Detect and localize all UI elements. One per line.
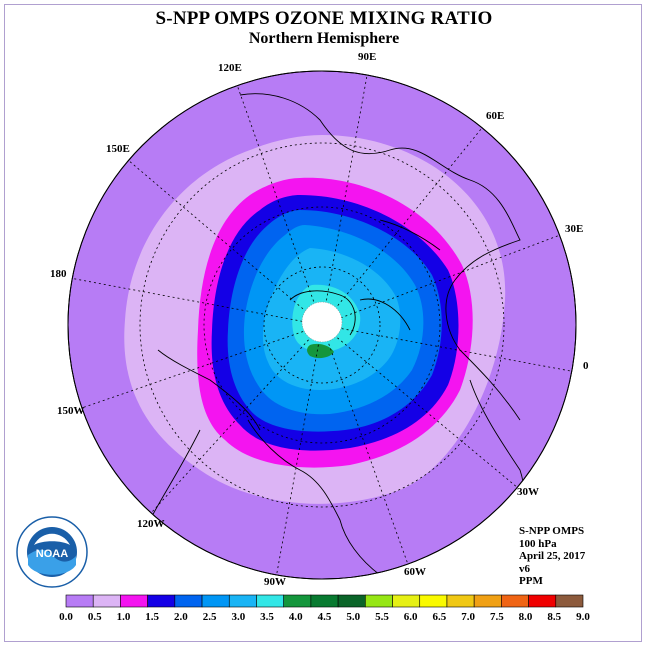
colorbar-swatch — [501, 594, 529, 608]
colorbar-tick-label: 0.0 — [59, 611, 73, 623]
lon-label-150e: 150E — [106, 143, 130, 155]
colorbar-tick-label: 9.0 — [576, 611, 590, 623]
colorbar-swatch — [310, 594, 339, 608]
colorbar — [65, 594, 584, 608]
lon-label-90e: 90E — [358, 51, 377, 63]
colorbar-tick-label: 5.5 — [375, 611, 389, 623]
lon-label-120w: 120W — [137, 518, 165, 530]
colorbar-swatch — [392, 594, 421, 608]
lon-label-180: 180 — [50, 268, 67, 280]
colorbar-tick-label: 6.0 — [403, 611, 418, 623]
colorbar-swatch — [256, 594, 284, 608]
colorbar-tick-label: 1.0 — [116, 611, 131, 623]
colorbar-swatch — [337, 594, 366, 608]
colorbar-tick-label: 3.0 — [231, 611, 246, 623]
colorbar-swatch — [555, 594, 584, 608]
info-version: v6 — [519, 562, 530, 575]
colorbar-swatch — [201, 594, 230, 608]
lon-label-60w: 60W — [404, 566, 426, 578]
map-title: S-NPP OMPS OZONE MIXING RATIO — [155, 8, 493, 29]
map-subtitle: Northern Hemisphere — [248, 30, 400, 47]
colorbar-tick-label: 7.5 — [489, 611, 504, 623]
colorbar-tick-label: 4.5 — [317, 611, 332, 623]
colorbar-swatch — [147, 594, 176, 608]
pole-no-data — [302, 302, 342, 342]
info-level: 100 hPa — [519, 537, 557, 550]
colorbar-swatch — [419, 594, 448, 608]
colorbar-swatch — [174, 594, 203, 608]
colorbar-tick-label: 2.5 — [202, 611, 217, 623]
info-block: S-NPP OMPS 100 hPa April 25, 2017 v6 PPM — [519, 525, 585, 588]
colorbar-tick-label: 8.0 — [518, 611, 533, 623]
colorbar-tick-label: 2.0 — [174, 611, 188, 623]
colorbar-tick-label: 6.5 — [432, 611, 447, 623]
info-units: PPM — [519, 575, 543, 587]
figure-frame — [4, 4, 642, 642]
lon-label-30w: 30W — [517, 486, 539, 498]
info-instrument: S-NPP OMPS — [519, 525, 585, 537]
colorbar-swatch — [365, 594, 393, 608]
colorbar-tick-label: 5.0 — [346, 611, 361, 623]
colorbar-swatch — [228, 594, 257, 608]
lon-label-0: 0 — [583, 360, 589, 372]
colorbar-tick-label: 8.5 — [547, 611, 562, 623]
contour-4-0 — [307, 343, 334, 359]
colorbar-tick-label: 3.5 — [260, 611, 274, 623]
colorbar-swatch — [528, 594, 557, 608]
colorbar-tick-label: 4.0 — [288, 611, 303, 623]
colorbar-tick-label: 0.5 — [87, 611, 102, 623]
colorbar-swatch — [283, 594, 312, 608]
lon-label-120e: 120E — [218, 62, 242, 74]
lon-label-90w: 90W — [264, 576, 286, 588]
colorbar-swatch — [65, 594, 94, 608]
noaa-logo — [16, 516, 88, 588]
colorbar-swatch — [120, 594, 148, 608]
colorbar-swatch — [92, 594, 121, 608]
lon-label-60e: 60E — [486, 110, 505, 122]
info-date: April 25, 2017 — [519, 550, 586, 562]
colorbar-swatch — [446, 594, 475, 608]
colorbar-swatch — [473, 594, 502, 608]
lon-label-150w: 150W — [57, 405, 85, 417]
lon-label-30e: 30E — [565, 223, 584, 235]
colorbar-tick-label: 7.0 — [461, 611, 475, 623]
colorbar-tick-label: 1.5 — [145, 611, 160, 623]
noaa-logo-text: NOAA — [36, 548, 68, 560]
